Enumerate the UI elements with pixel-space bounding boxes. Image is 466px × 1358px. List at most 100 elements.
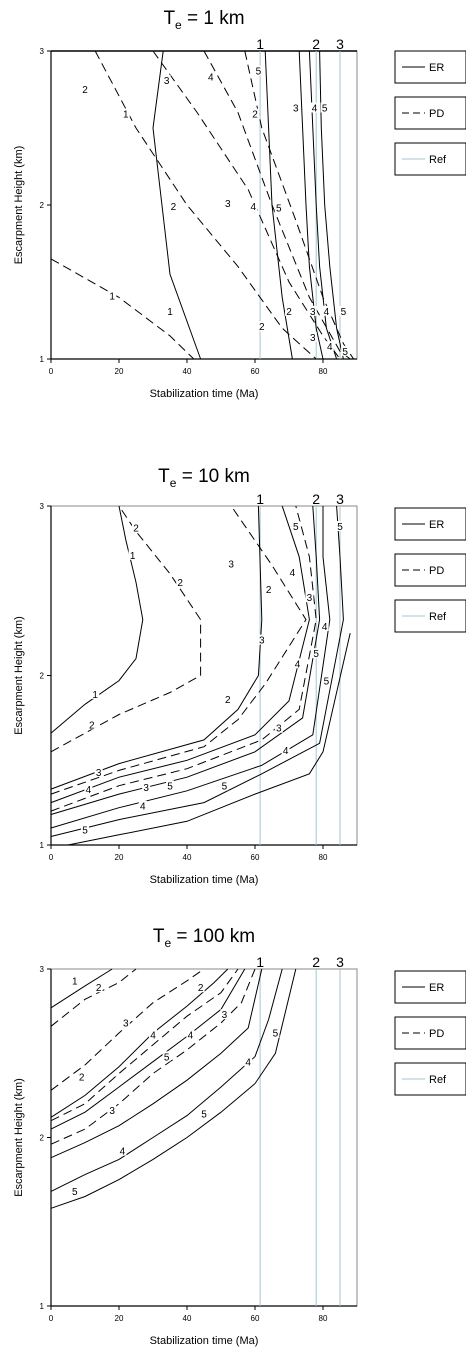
contour-label-bg [84,783,93,794]
contour-label: 4 [322,622,328,633]
contour-label: 2 [79,1073,85,1084]
y-tick-label: 1 [40,355,45,364]
y-tick-label: 2 [40,672,45,681]
ref-line-label: 3 [336,491,344,507]
contour-label-bg [308,331,317,342]
contour-line-er [50,968,113,1009]
contour-label-bg [142,782,151,793]
contour-label-bg [81,824,89,835]
contour-label-bg [336,521,344,532]
y-axis-label: Escarpment Height (km) [13,616,25,735]
contour-label: 5 [222,781,228,792]
contour-label: 5 [276,204,282,215]
contour-label: 2 [259,322,265,333]
contour-label-bg [162,74,171,85]
x-tick-label: 0 [49,367,54,376]
contour-label: 4 [208,73,214,84]
contour-label-bg [322,675,331,686]
y-tick-label: 3 [40,502,45,511]
x-tick-label: 80 [319,367,328,376]
contour-label-bg [186,1029,195,1040]
legend-label: Ref [429,154,447,166]
chart-title-subscript: e [175,18,182,32]
contour-label-bg [70,975,79,986]
contour-label-bg [87,719,96,730]
contour-line-er [50,505,344,837]
contour-label: 4 [120,1147,126,1158]
contour-line-pd [50,505,202,753]
x-axis-label: Stabilization time (Ma) [150,874,259,886]
contour-label: 5 [256,67,262,78]
y-tick-label: 1 [40,1302,45,1311]
contour-label-bg [176,576,185,587]
contour-line-pd [50,968,239,1122]
x-tick-label: 40 [183,853,192,862]
y-tick-label: 2 [40,1134,45,1143]
contour-label: 5 [164,1052,170,1063]
chart-title-rest: = 100 km [171,926,255,947]
contour-line-er [308,50,338,360]
contour-label-bg [320,621,329,632]
contour-label-bg [108,1105,117,1116]
contour-label-bg [251,108,259,119]
contour-label: 5 [342,347,348,358]
chart-title-rest: = 10 km [176,466,249,487]
contour-label: 5 [201,1110,207,1121]
contour-label: 2 [82,85,88,96]
contour-label-bg [310,102,319,113]
contour-label-bg [293,658,302,669]
contour-label-bg [77,1071,86,1082]
ref-line-label: 3 [336,36,344,52]
contour-label: 2 [133,524,139,535]
contour-label-bg [281,744,290,755]
contour-label-bg [305,592,314,603]
contour-label: 4 [150,1030,156,1041]
x-axis-label: Stabilization time (Ma) [150,388,259,400]
contour-line-er [50,505,310,804]
x-tick-label: 0 [49,1314,54,1323]
contour-label: 5 [82,825,88,836]
contour-label: 3 [123,1019,129,1030]
contour-label: 5 [167,781,173,792]
ref-line-label: 1 [256,954,264,970]
contour-label: 4 [290,568,296,579]
contour-label: 3 [143,783,149,794]
contour-line-er [319,50,344,360]
chart-title-main: T [163,8,175,29]
contour-label-bg [81,84,89,95]
contour-label-bg [257,634,266,645]
contour-label-bg [91,688,100,699]
ref-line-label: 2 [312,954,320,970]
contour-label: 4 [86,785,92,796]
contour-label-bg [94,982,103,993]
contour-label-bg [220,780,229,791]
plot-area [50,505,358,846]
contour-line-pd [50,968,256,1145]
legend-label: ER [429,982,444,994]
contour-label: 1 [123,110,129,121]
contour-line-er [50,505,263,790]
contour-label: 2 [198,983,204,994]
contour-line-pd [50,258,195,360]
chart-title-rest: = 1 km [182,8,245,29]
contour-label: 5 [324,676,330,687]
legend-label: Ref [429,1074,447,1086]
contour-label-bg [254,65,263,76]
contour-label-bg [322,305,331,316]
y-axis-label: Escarpment Height (km) [13,146,25,265]
contour-label-bg [223,693,232,704]
contour-label-bg [121,108,130,119]
contour-label-bg [166,305,174,316]
contour-label-bg [121,1017,130,1028]
contour-line-er [152,50,202,360]
contour-label: 1 [72,976,78,987]
y-tick-label: 3 [40,965,45,974]
contour-label: 3 [310,307,316,318]
chart-title-main: T [153,926,165,947]
contour-line-er [50,968,263,1159]
contour-label-bg [291,521,300,532]
contour-label-bg [227,558,236,569]
contour-label: 4 [140,802,146,813]
contour-label: 3 [96,768,102,779]
